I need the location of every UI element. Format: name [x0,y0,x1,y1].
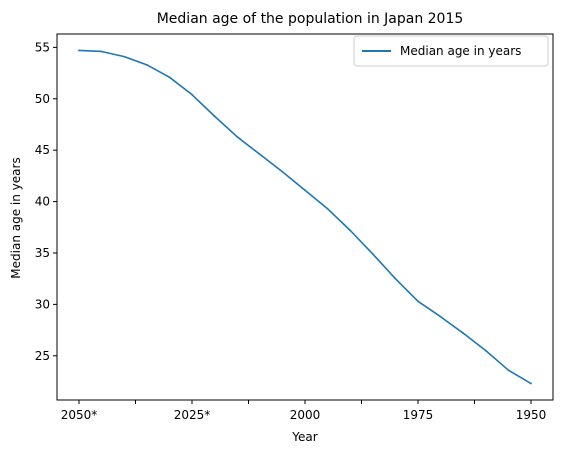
data-point [304,189,306,192]
data-point [145,63,148,66]
y-tick-label: 35 [35,246,50,260]
data-point [326,207,329,210]
legend: Median age in years [353,35,549,67]
legend-label: Median age in years [400,44,521,58]
x-tick-label: 2050* [61,408,98,422]
data-point [168,76,171,79]
data-point [462,332,465,335]
y-tick-label: 55 [35,40,50,54]
y-tick-label: 30 [35,297,50,311]
data-point [530,382,532,385]
data-point [371,253,374,255]
x-tick-label: 1975 [403,408,434,422]
data-point [258,153,261,156]
y-tick-label: 25 [35,349,50,363]
data-point [78,49,80,52]
y-tick-label: 40 [35,195,50,209]
data-point [191,93,193,96]
data-point [394,277,397,280]
data-point [439,315,442,318]
data-point [507,369,510,372]
data-point [100,50,103,53]
data-point [484,349,487,352]
data-point [417,300,419,303]
data-point [281,170,284,173]
y-tick-label: 50 [35,92,50,106]
x-tick-label: 2025* [174,408,211,422]
legend-box [353,35,549,67]
data-point [213,115,216,118]
y-tick-label: 45 [35,143,50,157]
data-point [123,55,126,58]
y-axis-label: Median age in years [9,157,23,278]
x-tick-label: 1950 [516,408,547,422]
data-point [349,229,352,232]
y-axis: 25 30 35 40 45 50 55 [35,40,57,363]
data-point [236,135,239,138]
x-axis: 2050* 2025* 2000 1975 1950 [61,400,547,422]
x-tick-label: 2000 [290,408,321,422]
x-axis-label: Year [291,430,317,444]
chart-title: Median age of the population in Japan 20… [157,11,464,27]
plot-area [78,49,532,385]
